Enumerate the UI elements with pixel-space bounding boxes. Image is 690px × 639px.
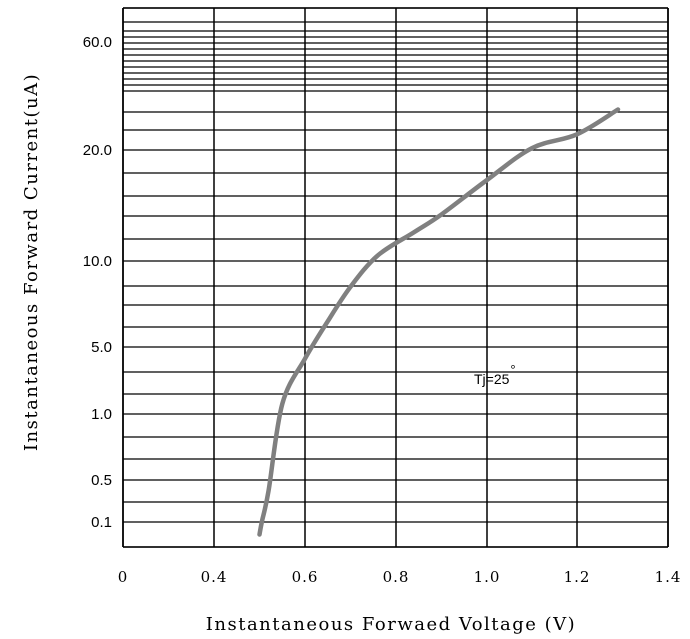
series-line (257, 107, 621, 537)
annotation: Tj=25° (474, 362, 516, 387)
y-tick-labels: 60.0 20.0 10.0 5.0 1.0 0.5 0.1 (83, 34, 112, 531)
x-tick-label: 0.6 (292, 568, 319, 586)
x-tick-label: 0.8 (383, 568, 410, 586)
x-tick-label: 0.4 (201, 568, 228, 586)
y-tick-label: 20.0 (83, 142, 112, 159)
y-tick-label: 10.0 (83, 253, 112, 270)
y-tick-label: 5.0 (91, 339, 112, 356)
x-tick-label: 0 (118, 568, 129, 586)
x-tick-label: 1.0 (474, 568, 501, 586)
y-tick-label: 0.1 (91, 514, 112, 531)
x-tick-label: 1.2 (564, 568, 591, 586)
x-tick-labels: 0 0.4 0.6 0.8 1.0 1.2 1.4 (118, 568, 682, 586)
y-axis-label: Instantaneous Forward Current(uA) (21, 73, 42, 451)
x-axis-label: Instantaneous Forwaed Voltage (V) (206, 614, 576, 635)
y-tick-label: 60.0 (83, 34, 112, 51)
y-tick-label: 1.0 (91, 406, 112, 423)
y-tick-label: 0.5 (91, 472, 112, 489)
grid (122, 7, 669, 548)
x-tick-label: 1.4 (655, 568, 682, 586)
